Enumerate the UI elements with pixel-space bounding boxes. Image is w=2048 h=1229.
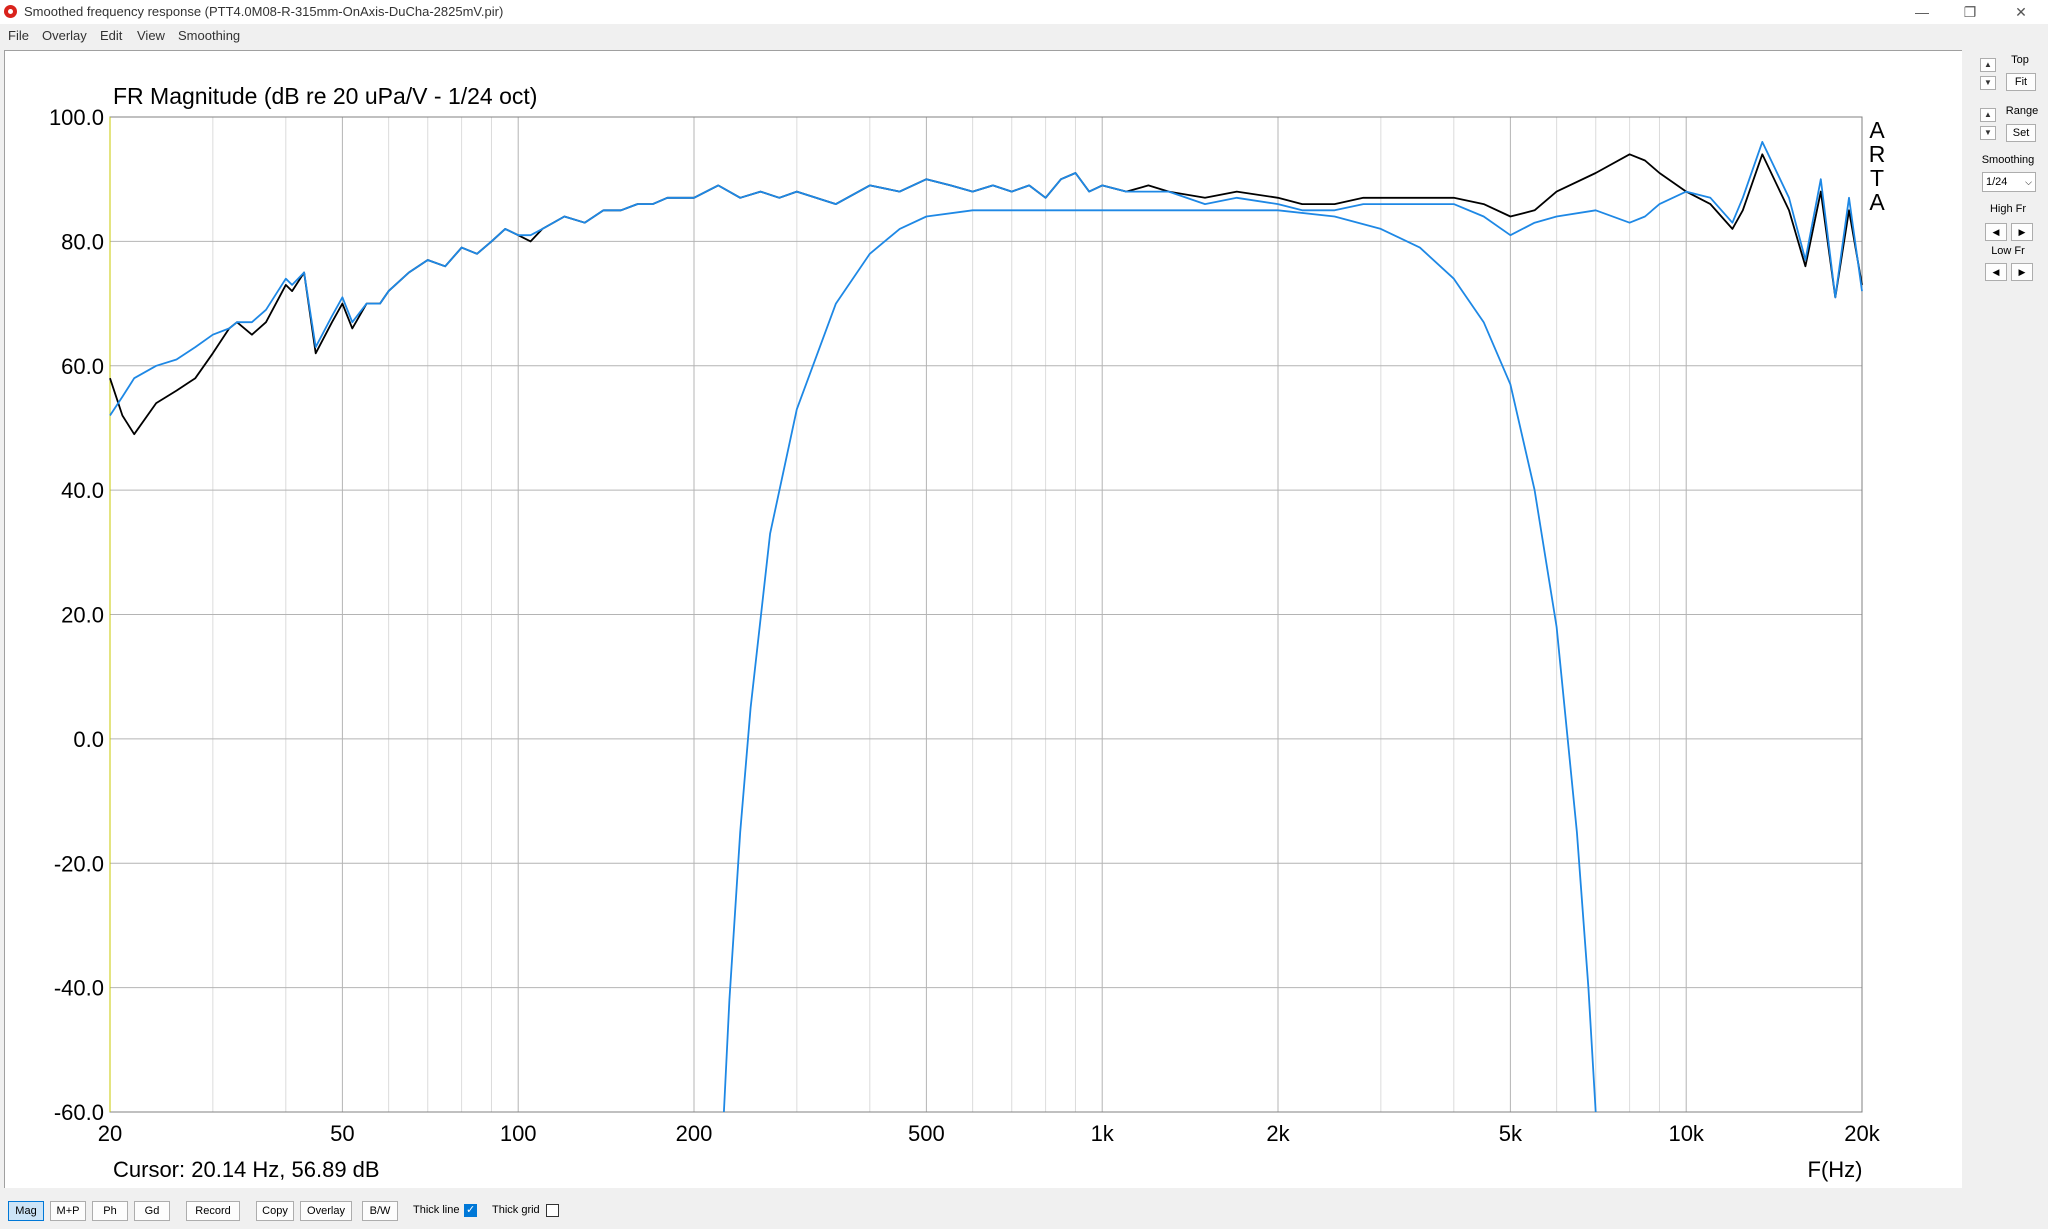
smoothing-select-value: 1/24 bbox=[1986, 176, 2008, 188]
restore-button[interactable]: ❐ bbox=[1963, 4, 1977, 20]
y-tick-label: -60.0 bbox=[54, 1100, 104, 1125]
record-button[interactable]: Record bbox=[186, 1201, 240, 1221]
menu-smoothing[interactable]: Smoothing bbox=[178, 28, 241, 43]
low-fr-right-arrow-icon[interactable]: ▶ bbox=[2011, 263, 2033, 281]
right-control-panel bbox=[1964, 50, 2048, 1190]
series-line-3 bbox=[723, 209, 1597, 1113]
x-tick-label: 2k bbox=[1266, 1121, 1290, 1146]
top-down-arrow-icon[interactable]: ▼ bbox=[1980, 76, 1996, 90]
x-tick-label: 100 bbox=[500, 1121, 537, 1146]
thick-grid-checkbox[interactable] bbox=[546, 1204, 559, 1217]
menu-overlay[interactable]: Overlay bbox=[42, 28, 87, 43]
menu-edit[interactable]: Edit bbox=[100, 28, 123, 43]
x-axis-label: F(Hz) bbox=[1808, 1157, 1863, 1182]
y-tick-label: 40.0 bbox=[61, 478, 104, 503]
y-tick-label: 80.0 bbox=[61, 229, 104, 254]
y-tick-label: 100.0 bbox=[49, 105, 104, 130]
set-button[interactable]: Set bbox=[2006, 124, 2036, 142]
x-tick-label: 20k bbox=[1844, 1121, 1880, 1146]
x-tick-label: 200 bbox=[676, 1121, 713, 1146]
app-icon bbox=[4, 5, 17, 18]
x-tick-label: 20 bbox=[98, 1121, 122, 1146]
range-down-arrow-icon[interactable]: ▼ bbox=[1980, 126, 1996, 140]
chevron-down-icon: ⌵ bbox=[2025, 177, 2032, 187]
chart-title: FR Magnitude (dB re 20 uPa/V - 1/24 oct) bbox=[113, 83, 537, 109]
y-tick-label: 60.0 bbox=[61, 354, 104, 379]
series-line-1 bbox=[109, 153, 1863, 436]
range-up-arrow-icon[interactable]: ▲ bbox=[1980, 108, 1996, 122]
copy-button[interactable]: Copy bbox=[256, 1201, 294, 1221]
menu-file[interactable]: File bbox=[8, 28, 29, 43]
arta-watermark-letter: R bbox=[1869, 141, 1886, 167]
thick-line-checkbox[interactable] bbox=[464, 1203, 477, 1217]
overlay-button[interactable]: Overlay bbox=[300, 1201, 352, 1221]
group-delay-button[interactable]: Gd bbox=[134, 1201, 170, 1221]
plot-area[interactable]: 100.0 80.0 60.0 40.0 20.0 0.0 -20.0 -40.0 -60.0 2… bbox=[4, 50, 1962, 1188]
bw-button[interactable]: B/W bbox=[362, 1201, 398, 1221]
minimize-button[interactable]: — bbox=[1915, 4, 1929, 20]
x-tick-label: 1k bbox=[1091, 1121, 1115, 1146]
thick-grid-label: Thick grid bbox=[492, 1204, 540, 1216]
arta-watermark-letter: A bbox=[1869, 117, 1885, 143]
y-tick-label: 0.0 bbox=[73, 727, 104, 752]
phase-button[interactable]: Ph bbox=[92, 1201, 128, 1221]
menu-view[interactable]: View bbox=[137, 28, 165, 43]
y-tick-label: -40.0 bbox=[54, 976, 104, 1001]
y-tick-label: -20.0 bbox=[54, 851, 104, 876]
thick-line-label: Thick line bbox=[413, 1204, 460, 1216]
title-bar: Smoothed frequency response (PTT4.0M08-R… bbox=[0, 0, 2048, 24]
fit-button[interactable]: Fit bbox=[2006, 73, 2036, 91]
smoothing-label: Smoothing bbox=[1981, 154, 2035, 166]
low-fr-left-arrow-icon[interactable]: ◀ bbox=[1985, 263, 2007, 281]
window-title: Smoothed frequency response (PTT4.0M08-R… bbox=[24, 4, 504, 19]
menu-bar: File Overlay Edit View Smoothing bbox=[0, 24, 2048, 48]
cursor-readout: Cursor: 20.14 Hz, 56.89 dB bbox=[113, 1157, 380, 1182]
top-up-arrow-icon[interactable]: ▲ bbox=[1980, 58, 1996, 72]
x-tick-label: 5k bbox=[1499, 1121, 1523, 1146]
x-tick-label: 50 bbox=[330, 1121, 354, 1146]
high-fr-label: High Fr bbox=[1989, 203, 2027, 215]
low-fr-label: Low Fr bbox=[1991, 245, 2025, 257]
x-tick-label: 500 bbox=[908, 1121, 945, 1146]
smoothing-select[interactable]: 1/24 ⌵ bbox=[1982, 172, 2036, 192]
high-fr-right-arrow-icon[interactable]: ▶ bbox=[2011, 223, 2033, 241]
top-label: Top bbox=[2011, 54, 2029, 66]
arta-watermark-letter: T bbox=[1870, 165, 1884, 191]
arta-watermark-letter: A bbox=[1869, 189, 1885, 215]
high-fr-left-arrow-icon[interactable]: ◀ bbox=[1985, 223, 2007, 241]
mag-phase-button[interactable]: M+P bbox=[50, 1201, 86, 1221]
x-tick-label: 10k bbox=[1668, 1121, 1704, 1146]
y-tick-label: 20.0 bbox=[61, 603, 104, 628]
range-label: Range bbox=[2005, 105, 2039, 117]
close-button[interactable]: ✕ bbox=[2015, 4, 2027, 20]
frequency-response-chart[interactable]: 100.080.060.040.020.00.0-20.0-40.0-60.02… bbox=[5, 51, 1963, 1189]
series-line-2 bbox=[109, 141, 1863, 416]
mag-button[interactable]: Mag bbox=[8, 1201, 44, 1221]
